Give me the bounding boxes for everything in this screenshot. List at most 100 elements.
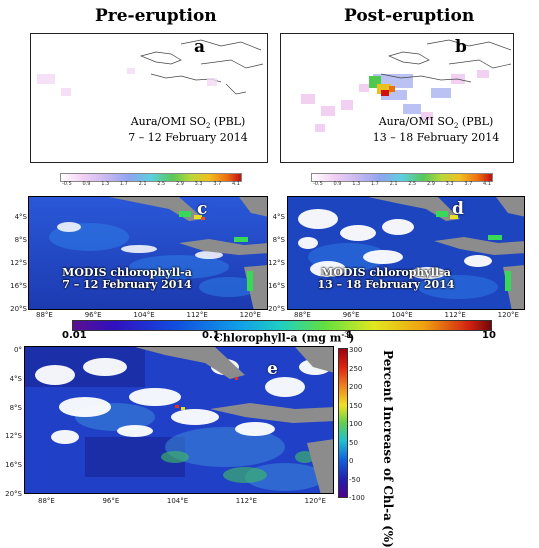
lon-tick: 112°E bbox=[186, 311, 208, 319]
lon-tick: 96°E bbox=[84, 311, 102, 319]
percent-tick: 100 bbox=[349, 420, 363, 428]
chl-colorbar-tick-1: 0.1 bbox=[202, 330, 220, 341]
lat-tick: 16°S bbox=[5, 461, 22, 470]
so2-colorbar-ticks-pre: -0.5 0.9 1.3 1.7 2.1 2.5 2.9 3.3 3.7 4.1 bbox=[62, 181, 240, 187]
chl-colorbar-tick-3: 10 bbox=[482, 330, 496, 341]
panel-a-caption-dates: 7 – 12 February 2014 bbox=[128, 131, 248, 145]
lat-tick: 20°S bbox=[268, 305, 285, 313]
panel-c-caption-title: MODIS chlorophyll-a bbox=[62, 266, 192, 279]
chl-colorbar-label-sup: -3 bbox=[341, 330, 350, 339]
so2-tick: -0.5 bbox=[62, 181, 72, 187]
percent-tick: 250 bbox=[349, 364, 363, 373]
percent-tick: 50 bbox=[349, 438, 358, 447]
so2-tick: 0.9 bbox=[82, 181, 91, 187]
panel-a-caption: Aura/OMI SO2 (PBL) 7 – 12 February 2014 bbox=[117, 116, 259, 144]
lon-tick: 112°E bbox=[235, 497, 258, 505]
panel-b-caption: Aura/OMI SO2 (PBL) 13 – 18 February 2014 bbox=[363, 116, 509, 144]
lon-tick: 104°E bbox=[391, 311, 413, 319]
so2-map-pre: a Aura/OMI SO2 (PBL) 7 – 12 February 201… bbox=[30, 33, 268, 163]
panel-e-lon-ticks: 88°E 96°E 104°E 112°E 120°E bbox=[38, 497, 326, 505]
panel-b-letter: b bbox=[455, 37, 467, 57]
lat-tick: 8°S bbox=[14, 236, 27, 244]
chlorophyll-map-pre: c MODIS chlorophyll-a 7 – 12 February 20… bbox=[28, 196, 268, 310]
panel-a-caption-sub: 2 bbox=[205, 122, 211, 131]
so2-tick: 2.5 bbox=[157, 181, 166, 187]
lon-tick: 88°E bbox=[294, 311, 311, 319]
panel-c-caption: MODIS chlorophyll-a 7 – 12 February 2014 bbox=[35, 267, 219, 291]
lon-tick: 96°E bbox=[102, 497, 120, 505]
so2-tick: 1.7 bbox=[370, 181, 379, 187]
so2-map-post: b Aura/OMI SO2 (PBL) 13 – 18 February 20… bbox=[280, 33, 514, 163]
chl-colorbar-tick-2: 1 bbox=[346, 330, 353, 341]
lon-tick: 120°E bbox=[239, 311, 261, 319]
panel-c-caption-dates: 7 – 12 February 2014 bbox=[62, 278, 192, 291]
so2-tick: 2.1 bbox=[138, 181, 147, 187]
lat-tick: 16°S bbox=[268, 282, 285, 290]
percent-tick: 300 bbox=[349, 346, 363, 354]
panel-b-caption-tail: (PBL) bbox=[458, 115, 494, 128]
panel-e-lat-ticks: 0° 4°S 8°S 12°S 16°S 20°S bbox=[0, 346, 22, 498]
lat-tick: 20°S bbox=[5, 489, 22, 498]
lon-tick: 120°E bbox=[497, 311, 519, 319]
panel-d-caption-title: MODIS chlorophyll-a bbox=[321, 266, 451, 279]
panel-e-letter: e bbox=[267, 359, 278, 379]
lat-tick: 0° bbox=[14, 346, 22, 354]
panel-b-caption-title: Aura/OMI SO bbox=[378, 115, 454, 128]
chl-colorbar-tick-0: 0.01 bbox=[62, 330, 87, 341]
so2-tick: 0.9 bbox=[333, 181, 342, 187]
percent-colorbar-ticks: 300 250 200 150 100 50 0 -50 -100 bbox=[349, 346, 365, 502]
so2-tick: 2.9 bbox=[426, 181, 435, 187]
percent-colorbar-label: Percent Increase of Chl-a (%) bbox=[381, 350, 395, 548]
so2-tick: 2.1 bbox=[389, 181, 398, 187]
lon-tick: 96°E bbox=[342, 311, 360, 319]
panel-b-caption-sub: 2 bbox=[453, 122, 459, 131]
so2-map-pre-drawing bbox=[31, 34, 267, 162]
lat-tick: 8°S bbox=[272, 236, 285, 244]
lon-tick: 104°E bbox=[166, 497, 189, 505]
chl-lon-ticks-pre: 88°E 96°E 104°E 112°E 120°E bbox=[36, 311, 261, 319]
panel-a-caption-title: Aura/OMI SO bbox=[130, 115, 206, 128]
panel-d-letter: d bbox=[452, 199, 464, 219]
chl-lon-ticks-post: 88°E 96°E 104°E 112°E 120°E bbox=[294, 311, 519, 319]
percent-increase-map: e bbox=[24, 346, 334, 494]
lon-tick: 120°E bbox=[304, 497, 326, 505]
so2-map-post-drawing bbox=[281, 34, 513, 162]
lat-tick: 4°S bbox=[9, 374, 22, 383]
so2-tick: 2.5 bbox=[408, 181, 417, 187]
pre-eruption-header: Pre-eruption bbox=[95, 6, 217, 26]
panel-c-letter: c bbox=[197, 199, 208, 219]
so2-tick: 3.7 bbox=[213, 181, 222, 187]
so2-tick: 4.1 bbox=[232, 181, 240, 187]
chl-lat-ticks-post: 4°S 8°S 12°S 16°S 20°S bbox=[265, 213, 285, 313]
so2-colorbar-ticks-post: -0.5 0.9 1.3 1.7 2.1 2.5 2.9 3.3 3.7 4.1 bbox=[313, 181, 491, 187]
lat-tick: 16°S bbox=[10, 282, 27, 290]
panel-a-caption-tail: (PBL) bbox=[210, 115, 246, 128]
percent-tick: 150 bbox=[349, 401, 363, 410]
so2-tick: 2.9 bbox=[175, 181, 184, 187]
percent-tick: 200 bbox=[349, 383, 363, 391]
chlorophyll-map-post-drawing bbox=[288, 197, 524, 309]
panel-d-caption: MODIS chlorophyll-a 13 – 18 February 201… bbox=[294, 267, 478, 291]
chlorophyll-colorbar bbox=[72, 320, 492, 331]
chlorophyll-map-post: d MODIS chlorophyll-a 13 – 18 February 2… bbox=[287, 196, 525, 310]
lon-tick: 104°E bbox=[133, 311, 155, 319]
so2-tick: 1.3 bbox=[352, 181, 361, 187]
so2-tick: 3.7 bbox=[464, 181, 473, 187]
chl-colorbar-label-text: Chlorophyll-a (mg m bbox=[214, 331, 342, 345]
chl-lat-ticks-pre: 4°S 8°S 12°S 16°S 20°S bbox=[5, 213, 27, 313]
lat-tick: 4°S bbox=[272, 213, 285, 221]
so2-tick: -0.5 bbox=[313, 181, 323, 187]
percent-tick: -50 bbox=[349, 475, 361, 484]
so2-colorbar-pre bbox=[60, 173, 242, 182]
chlorophyll-map-pre-drawing bbox=[29, 197, 267, 309]
percent-colorbar bbox=[338, 348, 348, 498]
so2-tick: 1.7 bbox=[119, 181, 128, 187]
percent-increase-map-drawing bbox=[25, 347, 333, 493]
post-eruption-header: Post-eruption bbox=[344, 6, 475, 26]
chl-colorbar-label: Chlorophyll-a (mg m-3) bbox=[214, 330, 354, 345]
panel-d-caption-dates: 13 – 18 February 2014 bbox=[317, 278, 455, 291]
panel-b-caption-dates: 13 – 18 February 2014 bbox=[372, 131, 500, 145]
so2-tick: 1.3 bbox=[101, 181, 110, 187]
lat-tick: 12°S bbox=[5, 432, 22, 441]
lon-tick: 88°E bbox=[36, 311, 53, 319]
